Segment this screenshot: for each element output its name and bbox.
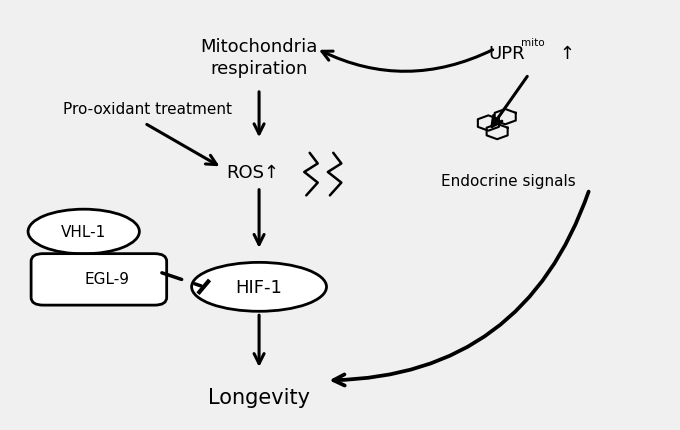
Text: VHL-1: VHL-1 — [61, 224, 106, 240]
Text: UPR: UPR — [488, 45, 525, 63]
Text: Pro-oxidant treatment: Pro-oxidant treatment — [63, 101, 233, 117]
Text: HIF-1: HIF-1 — [236, 278, 282, 296]
Ellipse shape — [28, 210, 139, 254]
Text: ↑: ↑ — [559, 45, 575, 63]
Text: Mitochondria
respiration: Mitochondria respiration — [201, 38, 318, 78]
Text: Endocrine signals: Endocrine signals — [441, 174, 576, 188]
Text: mito: mito — [521, 38, 545, 48]
Ellipse shape — [192, 263, 326, 312]
Text: Longevity: Longevity — [208, 387, 310, 408]
FancyBboxPatch shape — [31, 254, 167, 305]
Text: ROS↑: ROS↑ — [226, 163, 279, 181]
Text: EGL-9: EGL-9 — [85, 271, 130, 286]
